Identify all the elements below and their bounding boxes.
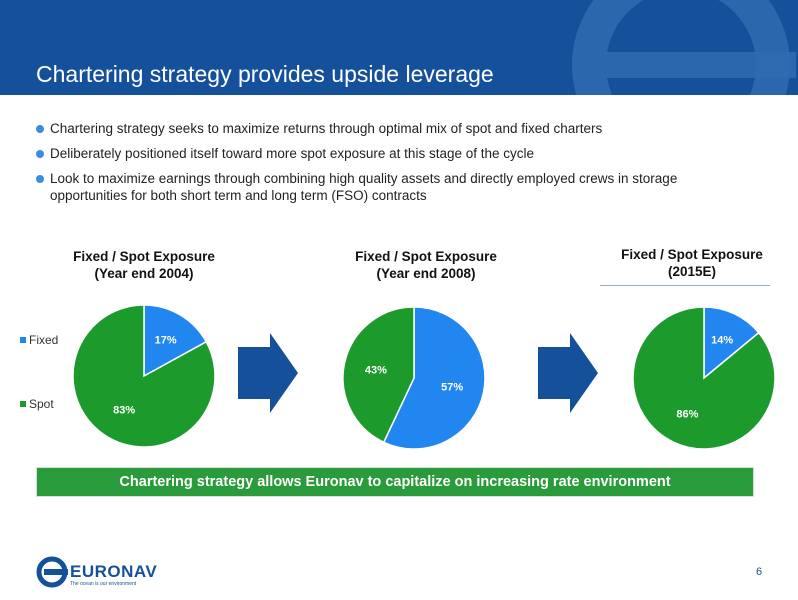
- pie-chart-2004: 17% 83%: [72, 304, 216, 448]
- euronav-logo: EURONAV The ocean is our environment: [36, 556, 176, 590]
- bullet-list: Chartering strategy seeks to maximize re…: [36, 120, 756, 212]
- pie-slice-spot: [632, 306, 776, 450]
- bullet-dot-icon: [36, 150, 44, 158]
- bullet-item: Look to maximize earnings through combin…: [36, 170, 756, 204]
- page-number: 6: [756, 566, 763, 578]
- chart-title-2015: Fixed / Spot Exposure (2015E): [602, 246, 782, 280]
- pie-slice-fixed: [143, 304, 208, 378]
- brand-name: EURONAV: [70, 562, 158, 581]
- bullet-text: Chartering strategy seeks to maximize re…: [50, 121, 603, 136]
- pie-label-spot: 43%: [365, 364, 387, 376]
- pie-slice-fixed: [382, 306, 486, 450]
- pie-label-spot: 86%: [676, 408, 698, 420]
- pie-slice-spot: [72, 304, 216, 448]
- bullet-text: Look to maximize earnings through combin…: [50, 171, 678, 203]
- pie-slice-spot: [342, 306, 415, 444]
- pie-label-fixed: 57%: [441, 382, 463, 394]
- bullet-item: Deliberately positioned itself toward mo…: [36, 145, 756, 162]
- bullet-item: Chartering strategy seeks to maximize re…: [36, 120, 756, 137]
- chart-title-line1: Fixed / Spot Exposure: [355, 249, 497, 264]
- legend-swatch-fixed: [20, 337, 26, 343]
- legend-label-spot: Spot: [29, 397, 54, 411]
- chart-title-line1: Fixed / Spot Exposure: [73, 249, 215, 264]
- chart-title-2008: Fixed / Spot Exposure (Year end 2008): [336, 248, 516, 282]
- chart-title-line2: (Year end 2004): [94, 266, 194, 281]
- header-bar: Chartering strategy provides upside leve…: [0, 0, 798, 95]
- brand-tagline: The ocean is our environment: [70, 581, 137, 587]
- pie-label-fixed: 17%: [155, 334, 177, 346]
- chart-title-line2: (2015E): [667, 264, 717, 279]
- legend-swatch-spot: [20, 401, 26, 407]
- slide-title: Chartering strategy provides upside leve…: [36, 61, 494, 87]
- bullet-dot-icon: [36, 125, 44, 133]
- chart-title-line1: Fixed / Spot Exposure: [621, 247, 763, 262]
- pie-chart-2015: 14% 86%: [632, 306, 776, 450]
- chart-title-line2: (Year end 2008): [376, 266, 476, 281]
- chart-title-2004: Fixed / Spot Exposure (Year end 2004): [54, 248, 234, 282]
- legend-label-fixed: Fixed: [29, 333, 59, 347]
- pie-chart-2008: 57% 43%: [342, 306, 486, 450]
- pie-label-spot: 83%: [113, 405, 135, 417]
- euronav-watermark-icon: [572, 0, 796, 95]
- bullet-dot-icon: [36, 175, 44, 183]
- arrow-right-icon: [538, 333, 598, 413]
- legend-fixed: Fixed: [20, 333, 58, 347]
- legend-spot: Spot: [20, 397, 54, 411]
- bullet-text: Deliberately positioned itself toward mo…: [50, 146, 535, 161]
- euronav-logo-icon: [36, 556, 68, 588]
- arrow-right-icon: [238, 333, 298, 413]
- pie-slice-fixed: [703, 306, 760, 380]
- pie-label-fixed: 14%: [711, 334, 733, 346]
- chart-title-divider: [600, 285, 770, 286]
- conclusion-banner: Chartering strategy allows Euronav to ca…: [36, 467, 754, 497]
